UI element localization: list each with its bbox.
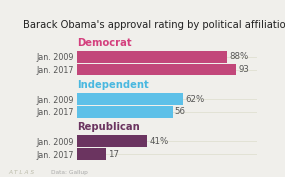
Text: Data: Gallup: Data: Gallup: [51, 170, 88, 175]
Text: 88%: 88%: [229, 52, 249, 61]
Bar: [77, 51, 227, 63]
Bar: [77, 135, 147, 147]
Text: Barack Obama's approval rating by political affiliation: Barack Obama's approval rating by politi…: [23, 20, 285, 30]
Text: Independent: Independent: [77, 80, 149, 90]
Text: 17: 17: [108, 150, 119, 159]
Text: 62%: 62%: [185, 95, 204, 104]
Text: 93: 93: [238, 65, 249, 74]
Text: 56: 56: [175, 107, 186, 116]
Text: Democrat: Democrat: [77, 38, 132, 48]
Bar: [77, 106, 173, 118]
Bar: [77, 148, 106, 160]
Text: A T L A S: A T L A S: [9, 170, 35, 175]
Text: Republican: Republican: [77, 122, 140, 132]
Bar: [77, 93, 183, 105]
Bar: [77, 64, 236, 75]
Text: 41%: 41%: [149, 137, 168, 146]
